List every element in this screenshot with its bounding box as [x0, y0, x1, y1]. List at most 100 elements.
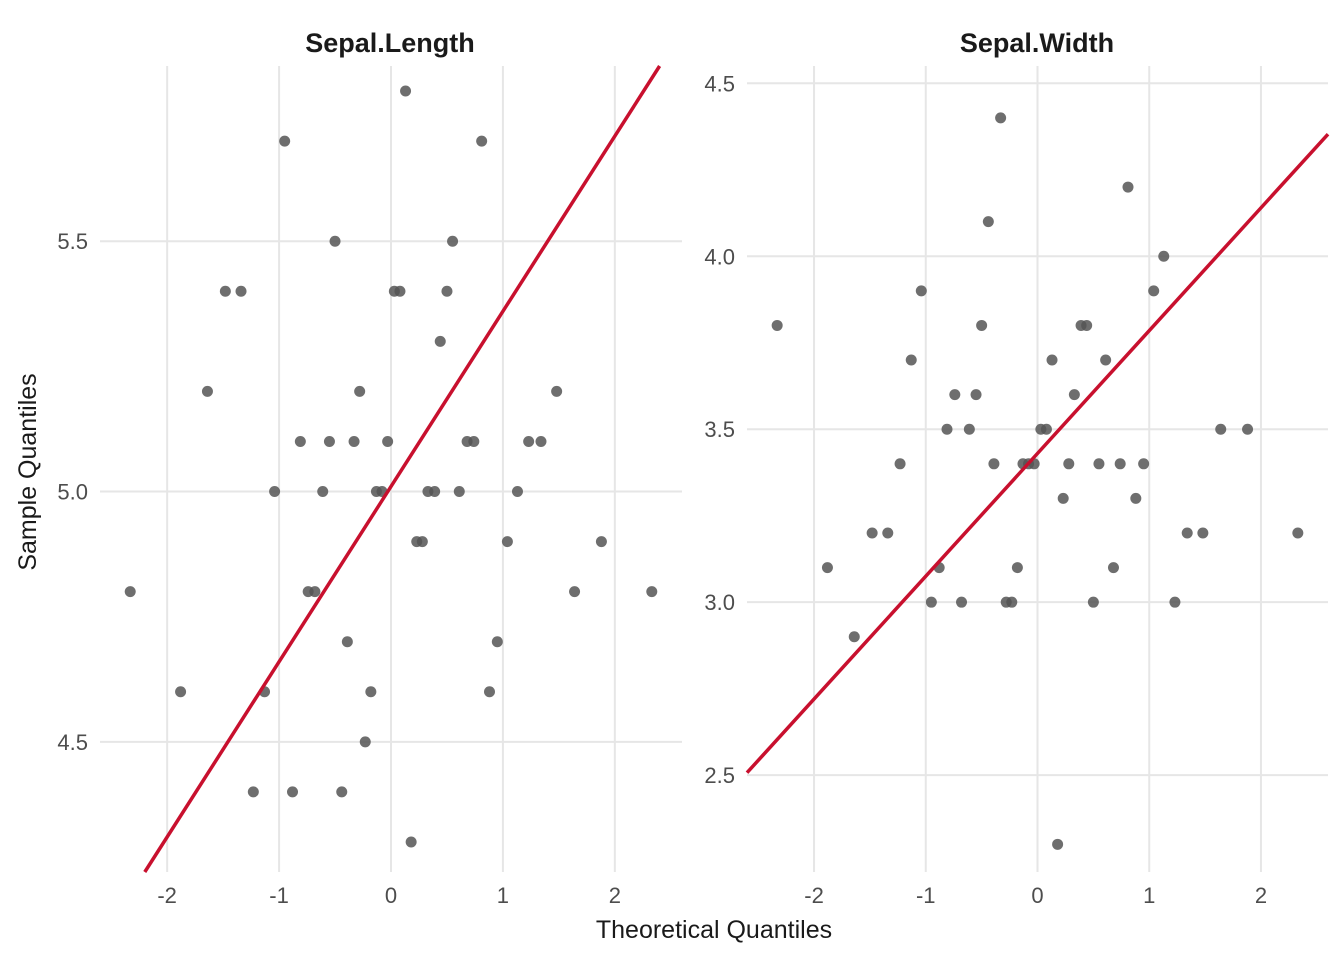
x-tick-label: 0: [1031, 883, 1043, 908]
data-point: [491, 636, 503, 648]
data-point: [1006, 596, 1018, 608]
data-point: [476, 135, 488, 147]
y-tick-label: 3.0: [704, 590, 735, 615]
data-point: [382, 435, 394, 447]
panel-sepal-length: 4.5 5.0 5.5 -2 -1 0 1 2 Sepal.Length: [57, 28, 682, 908]
data-point: [309, 586, 321, 598]
data-point: [915, 285, 927, 297]
data-point: [323, 435, 335, 447]
data-point: [1040, 423, 1052, 435]
y-tick-label: 4.5: [57, 730, 88, 755]
data-point: [1052, 838, 1064, 850]
x-tick-labels: -2 -1 0 1 2: [804, 883, 1267, 908]
data-point: [963, 423, 975, 435]
data-point: [1148, 285, 1160, 297]
x-tick-label: 1: [1143, 883, 1155, 908]
data-point: [1057, 492, 1069, 504]
data-point: [970, 389, 982, 401]
data-point: [866, 527, 878, 539]
qq-reference-line: [143, 65, 662, 873]
panel-title: Sepal.Length: [305, 28, 475, 58]
data-point: [416, 536, 428, 548]
data-point: [511, 486, 523, 498]
data-point: [1138, 458, 1150, 470]
data-point: [551, 385, 563, 397]
data-point: [1093, 458, 1105, 470]
data-point: [359, 736, 371, 748]
data-point: [1063, 458, 1075, 470]
data-point: [1197, 527, 1209, 539]
data-point: [1068, 389, 1080, 401]
x-tick-labels: -2 -1 0 1 2: [157, 883, 621, 908]
data-point: [447, 235, 459, 247]
y-axis-title: Sample Quantiles: [14, 373, 42, 570]
data-point: [535, 435, 547, 447]
x-tick-label: -1: [269, 883, 289, 908]
data-point: [1158, 250, 1170, 262]
data-point: [429, 486, 441, 498]
panel-title: Sepal.Width: [960, 28, 1114, 58]
data-point: [1081, 319, 1093, 331]
points-group: [124, 85, 658, 848]
y-tick-label: 4.0: [704, 244, 735, 269]
data-point: [882, 527, 894, 539]
data-point: [569, 586, 581, 598]
data-point: [1107, 562, 1119, 574]
y-tick-label: 5.0: [57, 480, 88, 505]
data-point: [124, 586, 136, 598]
data-point: [771, 319, 783, 331]
reference-line-group: [745, 132, 1330, 774]
data-point: [1100, 354, 1112, 366]
data-point: [848, 631, 860, 643]
data-point: [595, 536, 607, 548]
x-tick-label: -2: [804, 883, 824, 908]
data-point: [434, 335, 446, 347]
data-point: [821, 562, 833, 574]
data-point: [1292, 527, 1304, 539]
data-point: [400, 85, 412, 97]
data-point: [988, 458, 1000, 470]
data-point: [1130, 492, 1142, 504]
x-tick-label: -2: [157, 883, 177, 908]
data-point: [956, 596, 968, 608]
data-point: [235, 285, 247, 297]
data-point: [175, 686, 187, 698]
data-point: [949, 389, 961, 401]
data-point: [394, 285, 406, 297]
data-point: [982, 216, 994, 228]
data-point: [287, 786, 299, 798]
data-point: [341, 636, 353, 648]
data-point: [483, 686, 495, 698]
y-tick-label: 2.5: [704, 763, 735, 788]
data-point: [329, 235, 341, 247]
grid-lines: [100, 66, 682, 872]
data-point: [317, 486, 329, 498]
data-point: [941, 423, 953, 435]
data-point: [441, 285, 453, 297]
data-point: [1181, 527, 1193, 539]
data-point: [1011, 562, 1023, 574]
data-point: [201, 385, 213, 397]
data-point: [1242, 423, 1254, 435]
data-point: [976, 319, 988, 331]
y-tick-label: 5.5: [57, 229, 88, 254]
data-point: [995, 112, 1007, 124]
y-tick-labels: 2.5 3.0 3.5 4.0 4.5: [704, 71, 735, 788]
x-tick-label: 2: [609, 883, 621, 908]
y-tick-label: 3.5: [704, 417, 735, 442]
data-point: [365, 686, 377, 698]
data-point: [279, 135, 291, 147]
data-point: [1122, 181, 1134, 193]
data-point: [894, 458, 906, 470]
data-point: [1087, 596, 1099, 608]
x-tick-label: 0: [385, 883, 397, 908]
data-point: [1215, 423, 1227, 435]
reference-line-group: [143, 65, 662, 873]
data-point: [294, 435, 306, 447]
data-point: [247, 786, 259, 798]
x-axis-title: Theoretical Quantiles: [596, 916, 832, 944]
data-point: [219, 285, 231, 297]
data-point: [269, 486, 281, 498]
data-point: [348, 435, 360, 447]
